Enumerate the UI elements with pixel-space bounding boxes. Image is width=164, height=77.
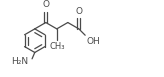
- Text: O: O: [75, 7, 82, 16]
- Text: O: O: [42, 0, 49, 9]
- Text: H₂N: H₂N: [11, 57, 28, 66]
- Text: OH: OH: [87, 37, 101, 47]
- Text: CH₃: CH₃: [49, 42, 65, 51]
